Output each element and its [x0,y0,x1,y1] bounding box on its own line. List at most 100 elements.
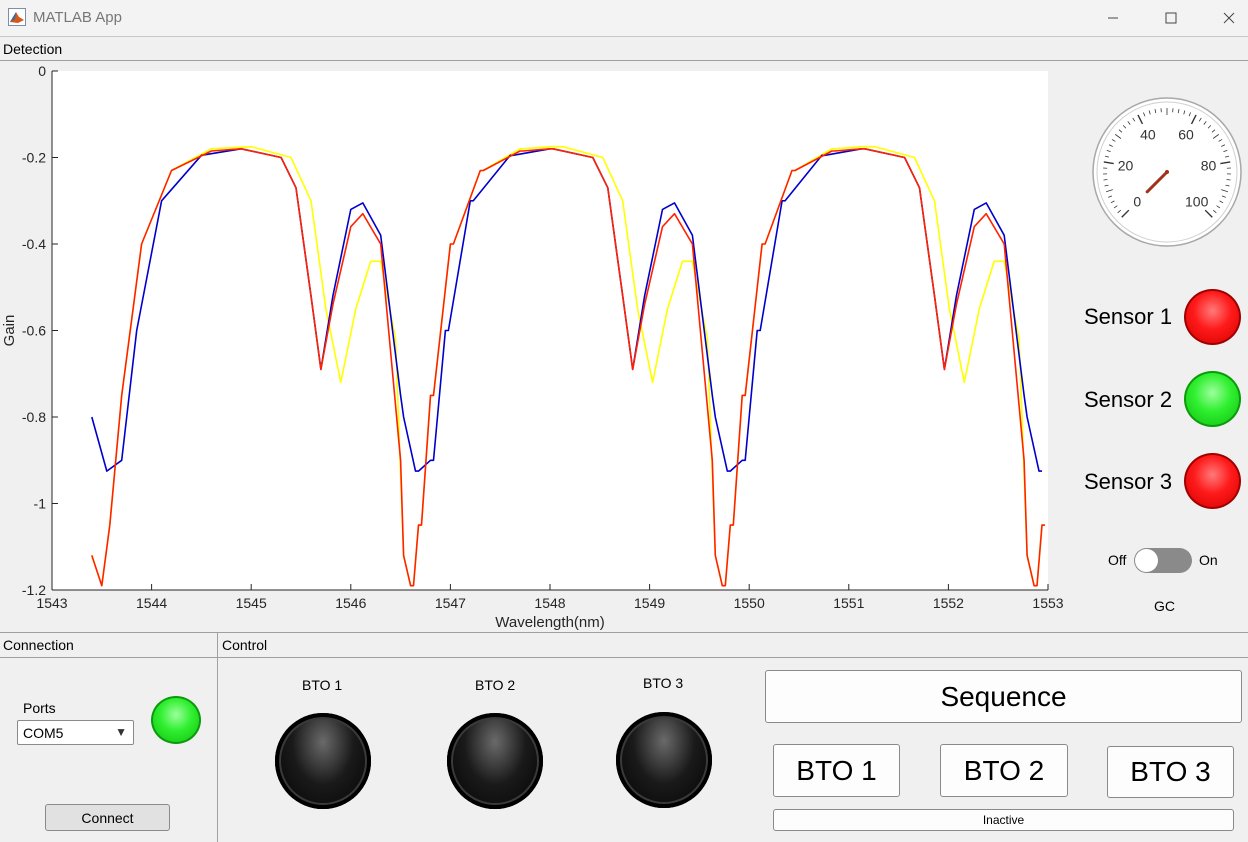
gauge-tick [1154,109,1157,114]
panel-separator [217,632,218,842]
bottom-panel-top-border [0,632,1248,633]
detection-divider [0,60,1248,61]
gauge-tick [1212,134,1220,139]
gauge-tick [1221,195,1226,198]
x-tick-label: 1545 [236,595,267,611]
window-title: MATLAB App [33,9,122,26]
x-tick-label: 1550 [734,595,765,611]
sensor-3-lamp [1184,453,1241,509]
gauge-hub [1165,170,1169,174]
gauge-tick [1177,109,1180,114]
gauge-tick [1111,139,1116,142]
gauge-tick-label: 0 [1133,194,1141,210]
sensor-1-label: Sensor 1 [1084,304,1173,329]
gauge-tick [1148,110,1151,115]
sensor-2-label: Sensor 2 [1084,387,1173,412]
gauge-tick [1218,139,1223,142]
gauge-tick-label: 40 [1140,127,1156,143]
sensor-1-lamp [1184,289,1241,345]
y-tick-label: -0.4 [22,236,46,252]
gauge-tick [1106,149,1111,153]
y-tick-label: -0.8 [22,409,46,425]
connection-status-lamp [151,696,201,744]
x-tick-label: 1547 [435,595,466,611]
gauge: 0 20 40 60 80 100 [1092,97,1242,247]
connection-panel-title: Connection [3,637,74,653]
bto-3-knob[interactable] [616,712,712,808]
gauge-tick [1190,114,1197,125]
gauge-tick [1114,134,1122,139]
sequence-button[interactable]: Sequence [765,670,1242,723]
gauge-tick [1106,189,1113,193]
gauge-tick [1137,114,1144,125]
gauge-tick-label: 80 [1201,157,1217,173]
gauge-tick [1221,189,1228,193]
gauge-tick-label: 60 [1178,127,1194,143]
x-tick-label: 1552 [933,595,964,611]
gauge-tick [1118,129,1123,133]
minimize-icon [1108,17,1118,19]
sensor-2-lamp [1184,371,1241,427]
switch-off-label: Off [1108,552,1127,568]
bto-1-button[interactable]: BTO 1 [773,744,900,797]
gauge-tick [1216,205,1221,209]
gauge-tick [1104,155,1109,158]
gauge-tick [1212,209,1217,214]
gain-chart[interactable]: 1543 1544 1545 1546 1547 1548 1549 1550 1551 1552… [0,61,1070,631]
maximize-icon [1165,12,1177,24]
maximize-button[interactable] [1148,0,1194,36]
ports-label: Ports [23,700,56,716]
gauge-tick [1103,161,1114,165]
connect-button[interactable]: Connect [45,804,170,831]
series-line-2 [91,145,1045,587]
minimize-button[interactable] [1090,0,1136,36]
bto-1-knob[interactable] [275,713,371,809]
y-tick-label: -1 [34,496,47,512]
toggle-thumb [1135,549,1158,572]
status-field: Inactive [773,809,1234,831]
close-icon [1223,12,1235,24]
gauge-tick [1122,125,1127,129]
gauge-tick [1127,121,1131,125]
gauge-tick [1219,200,1224,204]
x-axis-label: Wavelength(nm) [495,614,604,631]
detection-panel-title: Detection [3,41,63,57]
gauge-tick [1198,117,1202,122]
gauge-tick [1226,179,1231,181]
gauge-tick [1117,209,1122,214]
bto-2-knob[interactable] [447,713,543,809]
gauge-tick [1108,195,1113,198]
gauge-tick [1225,155,1230,158]
gauge-needle [1145,170,1169,194]
gauge-inner-ring [1096,101,1238,243]
gauge-tick [1225,184,1230,187]
gauge-tick [1221,144,1226,147]
x-tick-label: 1544 [136,595,167,611]
y-tick-label: 0 [38,63,46,79]
switch-on-label: On [1199,552,1218,568]
y-tick-label: -0.2 [22,150,46,166]
gauge-tick [1132,117,1136,122]
gauge-tick [1220,161,1231,165]
gauge-tick [1207,125,1212,129]
gauge-tick [1110,200,1115,204]
x-tick-label: 1549 [634,595,665,611]
ports-dropdown[interactable]: COM5 ▼ [17,720,134,745]
x-tick-label: 1546 [335,595,366,611]
gauge-tick [1188,112,1191,117]
bto-2-button[interactable]: BTO 2 [940,744,1068,797]
gauge-tick [1204,209,1213,218]
close-button[interactable] [1206,0,1248,36]
knob-2-label: BTO 2 [475,677,516,693]
title-bar: MATLAB App [0,0,1248,37]
x-tick-label: 1551 [833,595,864,611]
gauge-tick [1108,144,1113,147]
series-line-1 [91,148,1045,587]
switch-caption: GC [1154,598,1175,614]
bottom-panel-header-divider [0,657,1248,658]
gauge-tick [1211,129,1216,133]
gc-toggle-switch[interactable] [1134,548,1192,573]
gauge-tick [1121,209,1130,218]
bto-3-button[interactable]: BTO 3 [1107,746,1234,798]
control-panel-title: Control [222,637,268,653]
